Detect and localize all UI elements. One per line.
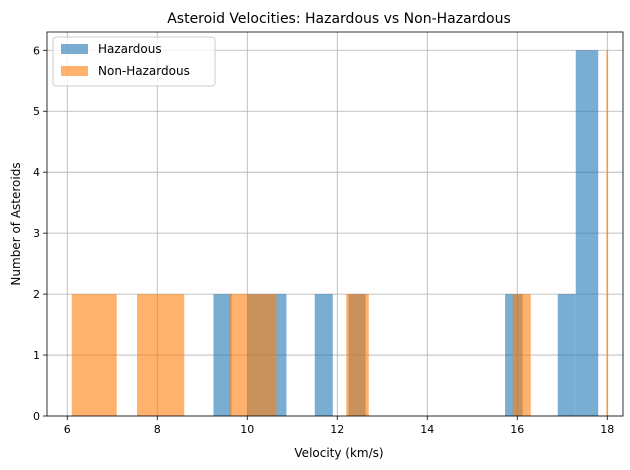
legend-swatch: [61, 44, 88, 54]
legend-label: Non-Hazardous: [98, 64, 190, 78]
y-tick-label: 6: [33, 44, 40, 57]
x-tick-label: 6: [64, 423, 71, 436]
histogram-bar: [71, 294, 117, 416]
histogram-bar: [346, 294, 369, 416]
x-tick-label: 16: [510, 423, 524, 436]
x-tick-label: 8: [154, 423, 161, 436]
histogram-bar: [606, 50, 609, 417]
chart-title: Asteroid Velocities: Hazardous vs Non-Ha…: [167, 11, 511, 27]
y-tick-label: 5: [33, 105, 40, 118]
y-tick-label: 3: [33, 227, 40, 240]
x-tick-label: 18: [600, 423, 614, 436]
y-tick-label: 4: [33, 166, 40, 179]
legend-box: [52, 36, 216, 87]
y-tick-label: 1: [33, 349, 40, 362]
legend-swatch: [61, 66, 88, 76]
axes-frame: [46, 31, 624, 417]
histogram-bar: [229, 294, 277, 416]
histogram-bar: [512, 294, 531, 416]
x-tick-label: 14: [420, 423, 434, 436]
histogram-bar: [213, 294, 232, 416]
y-axis-label: Number of Asteroids: [9, 162, 23, 285]
x-tick-label: 12: [330, 423, 344, 436]
y-tick-label: 0: [33, 410, 40, 423]
histogram-bar: [575, 50, 599, 417]
x-tick-label: 10: [240, 423, 254, 436]
histogram-bar: [137, 294, 185, 416]
legend-label: Hazardous: [98, 42, 162, 56]
x-axis-label: Velocity (km/s): [294, 446, 383, 460]
histogram-bar: [557, 294, 576, 416]
histogram-bar: [314, 294, 333, 416]
legend: Hazardous Non-Hazardous: [52, 36, 216, 87]
y-tick-label: 2: [33, 288, 40, 301]
